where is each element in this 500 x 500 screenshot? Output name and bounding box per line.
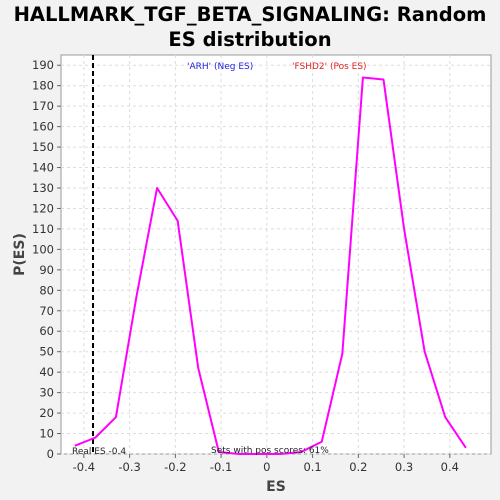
es-distribution-line <box>74 76 467 455</box>
x-tick-label: 0.4 <box>441 460 459 474</box>
y-tick-label: 170 <box>32 99 54 113</box>
pos-es-label: 'FSHD2' (Pos ES) <box>292 62 367 72</box>
x-axis: -0.4 -0.3 -0.2 -0.1 0 0.1 0.2 0.3 0.4 <box>73 454 459 474</box>
y-tick-label: 90 <box>39 263 54 277</box>
y-tick-label: 20 <box>39 406 54 420</box>
x-tick-label: 0.1 <box>303 460 321 474</box>
x-tick-label: -0.3 <box>118 460 140 474</box>
x-tick-label: 0.3 <box>395 460 413 474</box>
x-tick-label: -0.2 <box>164 460 186 474</box>
y-tick-label: 140 <box>32 161 54 175</box>
y-tick-label: 150 <box>32 140 54 154</box>
y-tick-label: 60 <box>39 324 54 338</box>
x-tick-label: 0 <box>263 460 270 474</box>
y-tick-label: 160 <box>32 120 54 134</box>
y-tick-label: 30 <box>39 386 54 400</box>
neg-es-label: 'ARH' (Neg ES) <box>187 62 253 72</box>
y-tick-label: 110 <box>32 222 54 236</box>
series-group <box>74 76 467 455</box>
y-tick-label: 130 <box>32 181 54 195</box>
y-tick-label: 190 <box>32 58 54 72</box>
chart-title: HALLMARK_TGF_BETA_SIGNALING: Random ES d… <box>13 3 487 51</box>
y-tick-label: 0 <box>47 447 54 461</box>
y-axis: 0 10 20 30 40 50 60 70 80 90 100 110 120 130 140 150 160… <box>32 58 61 461</box>
x-tick-label: 0.2 <box>349 460 367 474</box>
pos-scores-label: Sets with pos scores: 61% <box>211 446 329 456</box>
y-tick-label: 100 <box>32 242 54 256</box>
real-es-label: Real ES -0.4 <box>72 447 126 457</box>
y-tick-label: 180 <box>32 79 54 93</box>
x-axis-title: ES <box>266 479 286 495</box>
y-tick-label: 80 <box>39 283 54 297</box>
y-tick-label: 40 <box>39 365 54 379</box>
y-tick-label: 120 <box>32 201 54 215</box>
y-tick-label: 10 <box>39 427 54 441</box>
y-tick-label: 70 <box>39 304 54 318</box>
x-tick-label: -0.4 <box>73 460 95 474</box>
y-axis-title: P(ES) <box>12 233 28 276</box>
y-tick-label: 50 <box>39 345 54 359</box>
grid-lines <box>61 55 491 455</box>
x-tick-label: -0.1 <box>210 460 232 474</box>
plot-area <box>60 54 492 455</box>
